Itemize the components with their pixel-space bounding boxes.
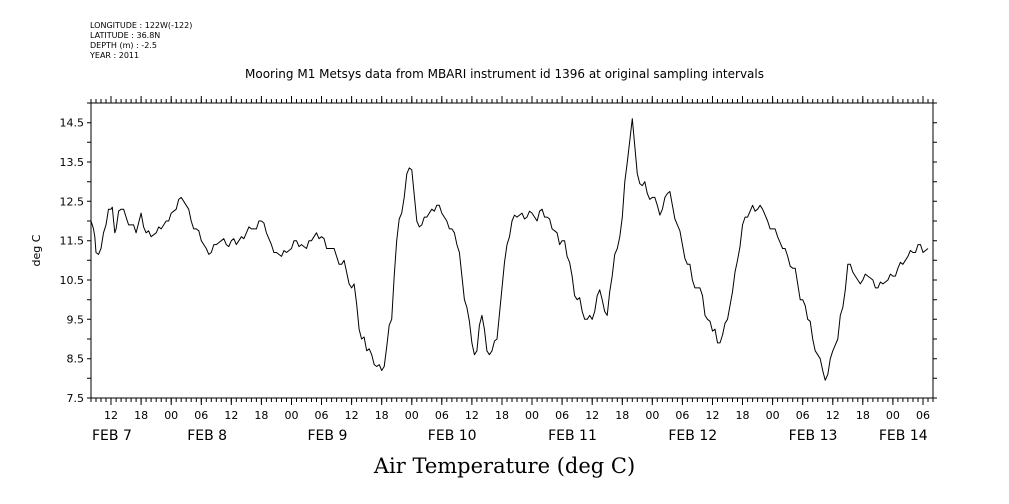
x-tick-label: 06 (675, 409, 689, 422)
x-tick-label: 00 (284, 409, 298, 422)
x-date-label: FEB 11 (548, 428, 597, 444)
x-tick-label: 00 (164, 409, 178, 422)
y-tick-label: 7.5 (67, 392, 85, 405)
x-minor-ticks (90, 99, 934, 402)
x-major-ticks (110, 96, 924, 405)
x-date-label: FEB 14 (879, 428, 928, 444)
depth-label: DEPTH (m) : -2.5 (90, 41, 157, 50)
x-tick-label: 18 (615, 409, 629, 422)
y-tick-label: 14.5 (60, 117, 85, 130)
y-tick-label: 10.5 (60, 274, 85, 287)
x-tick-label: 18 (375, 409, 389, 422)
plot-frame (90, 102, 934, 399)
x-tick-label: 00 (645, 409, 659, 422)
x-date-label: FEB 13 (789, 428, 838, 444)
y-tick-label: 13.5 (60, 156, 85, 169)
x-tick-label: 00 (525, 409, 539, 422)
x-tick-label: 18 (134, 409, 148, 422)
x-tick-label: 00 (886, 409, 900, 422)
x-tick-label: 12 (585, 409, 599, 422)
x-tick-label: 06 (194, 409, 208, 422)
y-tick-label: 8.5 (67, 353, 85, 366)
x-tick-label: 06 (796, 409, 810, 422)
x-date-label: FEB 8 (187, 428, 227, 444)
x-tick-label: 06 (555, 409, 569, 422)
y-tick-label: 9.5 (67, 313, 85, 326)
x-tick-label: 18 (495, 409, 509, 422)
x-date-label: FEB 10 (428, 428, 477, 444)
x-tick-label: 18 (856, 409, 870, 422)
x-tick-label: 12 (826, 409, 840, 422)
x-tick-label: 06 (315, 409, 329, 422)
x-tick-label: 12 (104, 409, 118, 422)
year-label: YEAR : 2011 (90, 51, 140, 60)
y-axis-label: deg C (30, 234, 43, 266)
x-tick-label: 18 (254, 409, 268, 422)
metadata-block: LONGITUDE : 122W(-122) LATITUDE : 36.8N … (90, 21, 192, 61)
y-ticks (87, 102, 937, 399)
x-date-label: FEB 7 (92, 428, 132, 444)
x-tick-label: 00 (405, 409, 419, 422)
x-tick-label: 06 (435, 409, 449, 422)
x-tick-label: 18 (736, 409, 750, 422)
latitude-label: LATITUDE : 36.8N (90, 31, 161, 40)
longitude-label: LONGITUDE : 122W(-122) (90, 21, 193, 30)
x-tick-label: 12 (345, 409, 359, 422)
x-axis-title: Air Temperature (deg C) (373, 454, 636, 478)
x-date-label: FEB 12 (668, 428, 717, 444)
chart-title: Mooring M1 Metsys data from MBARI instru… (245, 67, 764, 81)
x-date-label: FEB 9 (308, 428, 348, 444)
x-tick-label: 00 (766, 409, 780, 422)
air-temperature-line (90, 118, 929, 381)
y-tick-label: 12.5 (60, 195, 85, 208)
x-tick-label: 12 (705, 409, 719, 422)
y-tick-label: 11.5 (60, 235, 85, 248)
x-tick-label: 12 (224, 409, 238, 422)
x-tick-label: 06 (916, 409, 930, 422)
x-tick-label: 12 (465, 409, 479, 422)
